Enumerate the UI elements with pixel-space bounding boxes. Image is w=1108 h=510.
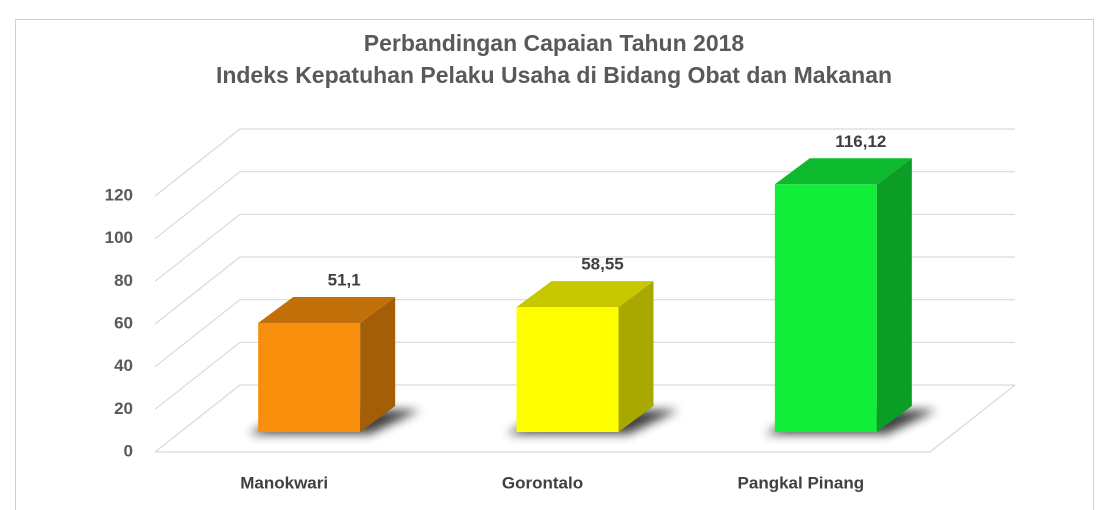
chart-title: Perbandingan Capaian Tahun 2018 — [364, 30, 745, 56]
bar-side — [876, 158, 912, 432]
bar — [774, 184, 877, 432]
grid-line — [154, 256, 1015, 325]
grid-line — [154, 128, 1015, 197]
y-tick-label: 0 — [124, 441, 133, 460]
x-tick-label: Pangkal Pinang — [738, 473, 865, 492]
value-label: 51,1 — [328, 270, 361, 289]
y-tick-label: 120 — [105, 185, 133, 204]
bar-top — [774, 158, 912, 185]
y-tick-label: 60 — [114, 313, 133, 332]
bar — [516, 307, 619, 432]
grid-line — [154, 171, 1015, 240]
grid-line — [154, 299, 1015, 368]
floor-right-edge — [929, 384, 1016, 453]
value-label: 58,55 — [581, 255, 624, 274]
chart-subtitle: Indeks Kepatuhan Pelaku Usaha di Bidang … — [216, 62, 892, 88]
chart-border — [15, 19, 1094, 510]
bar-top — [516, 281, 654, 308]
y-tick-label: 80 — [114, 271, 133, 290]
grid-line — [154, 384, 1015, 453]
grid-line — [154, 341, 1015, 410]
y-tick-label: 40 — [114, 356, 133, 375]
y-tick-label: 20 — [114, 399, 133, 418]
bar-side — [360, 296, 396, 432]
bar-top — [258, 296, 396, 323]
grid-line — [154, 213, 1015, 282]
x-tick-label: Gorontalo — [502, 473, 583, 492]
x-tick-label: Manokwari — [240, 473, 328, 492]
value-label: 116,12 — [835, 132, 886, 151]
y-tick-label: 100 — [105, 228, 133, 247]
bar-side — [618, 281, 654, 432]
bar — [258, 322, 361, 432]
